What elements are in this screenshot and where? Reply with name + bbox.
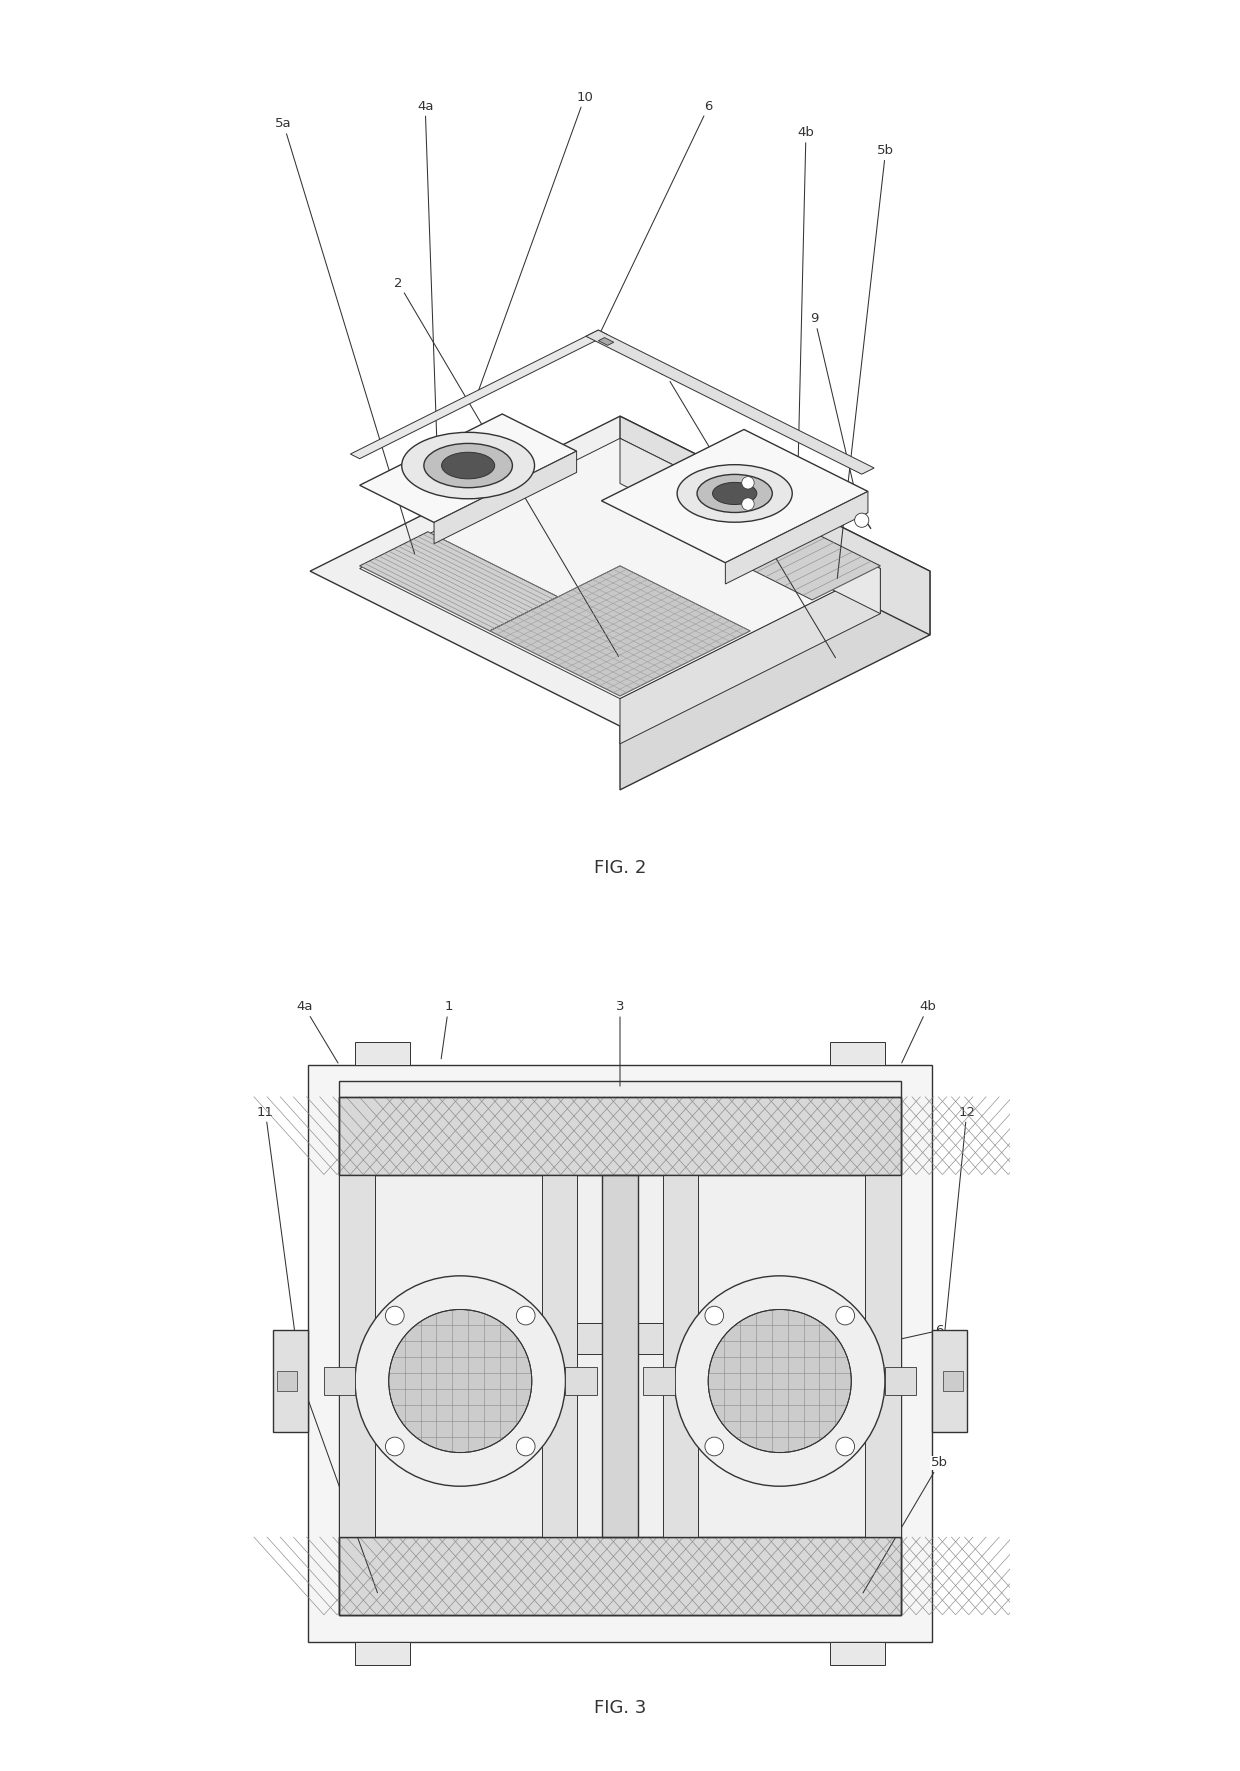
- Circle shape: [516, 1436, 536, 1456]
- Bar: [663, 1174, 698, 1537]
- Text: 1: 1: [660, 365, 836, 657]
- Polygon shape: [620, 572, 930, 790]
- Circle shape: [708, 1309, 852, 1452]
- Text: 9: 9: [811, 312, 861, 517]
- Text: 4a: 4a: [417, 99, 436, 448]
- Circle shape: [836, 1307, 854, 1325]
- Text: 5b: 5b: [863, 1456, 949, 1592]
- Text: 5a: 5a: [280, 1339, 377, 1592]
- Bar: [831, 1642, 885, 1665]
- Polygon shape: [587, 329, 874, 475]
- Bar: [340, 1096, 900, 1174]
- Text: 11: 11: [257, 1105, 296, 1342]
- Polygon shape: [725, 492, 868, 584]
- Circle shape: [742, 498, 754, 510]
- Bar: [277, 1371, 296, 1390]
- Text: 4b: 4b: [797, 126, 815, 522]
- Text: 6: 6: [872, 1325, 944, 1346]
- Circle shape: [675, 1275, 885, 1486]
- Text: FIG. 2: FIG. 2: [594, 859, 646, 877]
- Ellipse shape: [677, 464, 792, 522]
- Bar: [309, 1066, 931, 1642]
- Bar: [340, 1080, 900, 1615]
- Bar: [542, 1174, 577, 1537]
- Circle shape: [516, 1307, 536, 1325]
- Bar: [340, 1537, 900, 1615]
- Ellipse shape: [441, 452, 495, 478]
- Bar: [565, 1367, 596, 1396]
- Polygon shape: [601, 430, 868, 563]
- Text: 2: 2: [394, 276, 619, 657]
- Bar: [340, 1323, 900, 1353]
- Bar: [603, 1174, 637, 1537]
- Text: 12: 12: [944, 1105, 976, 1342]
- Bar: [931, 1330, 967, 1431]
- Bar: [944, 1371, 963, 1390]
- Polygon shape: [360, 531, 558, 630]
- Bar: [273, 1330, 309, 1431]
- Ellipse shape: [402, 432, 534, 499]
- Polygon shape: [620, 568, 880, 744]
- Polygon shape: [360, 439, 880, 700]
- Text: 10: 10: [479, 90, 593, 391]
- Bar: [340, 1174, 374, 1537]
- Bar: [866, 1174, 900, 1537]
- Text: 6: 6: [598, 99, 713, 338]
- Circle shape: [742, 476, 754, 489]
- Ellipse shape: [713, 482, 756, 505]
- Circle shape: [355, 1275, 565, 1486]
- Circle shape: [704, 1307, 724, 1325]
- Text: 4a: 4a: [296, 1001, 339, 1063]
- Polygon shape: [620, 416, 930, 636]
- Text: 5b: 5b: [837, 143, 894, 579]
- Bar: [324, 1367, 355, 1396]
- Polygon shape: [360, 414, 577, 522]
- Polygon shape: [620, 439, 880, 615]
- Bar: [340, 1096, 900, 1174]
- Bar: [644, 1367, 675, 1396]
- Circle shape: [388, 1309, 532, 1452]
- Text: FIG. 3: FIG. 3: [594, 1700, 646, 1718]
- Text: 5a: 5a: [275, 117, 414, 554]
- Polygon shape: [490, 567, 750, 696]
- Bar: [885, 1367, 916, 1396]
- Circle shape: [386, 1307, 404, 1325]
- Bar: [355, 1041, 409, 1066]
- Text: 1: 1: [441, 1001, 453, 1059]
- Polygon shape: [434, 452, 577, 544]
- Polygon shape: [682, 501, 880, 600]
- Bar: [340, 1537, 900, 1615]
- Text: 3: 3: [616, 1001, 624, 1086]
- Ellipse shape: [697, 475, 773, 512]
- Circle shape: [704, 1436, 724, 1456]
- Ellipse shape: [424, 443, 512, 487]
- Bar: [831, 1041, 885, 1066]
- Circle shape: [836, 1436, 854, 1456]
- Polygon shape: [351, 329, 608, 459]
- Polygon shape: [310, 416, 930, 726]
- Bar: [355, 1642, 409, 1665]
- Polygon shape: [599, 338, 614, 345]
- Circle shape: [386, 1436, 404, 1456]
- Text: 4b: 4b: [901, 1001, 936, 1063]
- Circle shape: [854, 514, 869, 528]
